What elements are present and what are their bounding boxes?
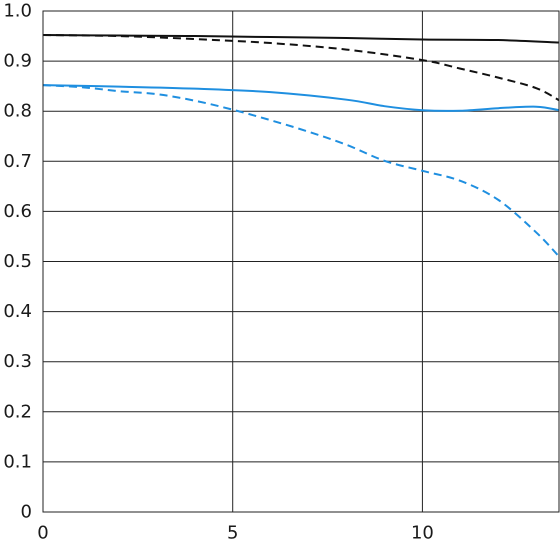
y-tick-label: 0.7: [3, 151, 32, 172]
x-tick-label: 5: [227, 523, 238, 542]
series-line-1: [42, 34, 560, 44]
y-tick-label: 0.1: [3, 451, 32, 472]
x-tick-label: 10: [411, 523, 434, 542]
y-tick-label: 0.8: [3, 101, 32, 122]
plot-frame: [42, 10, 560, 513]
y-tick-label: 0.3: [3, 351, 32, 372]
series-line-3: [42, 84, 560, 112]
y-tick-label: 0.4: [3, 301, 32, 322]
series-line-2: [42, 34, 560, 102]
x-tick-label: 0: [37, 523, 48, 542]
y-tick-label: 0: [21, 502, 32, 523]
series-line-4: [42, 84, 560, 258]
series-lines: [42, 34, 560, 258]
y-tick-label: 0.9: [3, 51, 32, 72]
y-tick-label: 0.2: [3, 401, 32, 422]
y-tick-label: 0.5: [3, 251, 32, 272]
y-tick-label: 1.0: [3, 1, 32, 22]
y-tick-label: 0.6: [3, 201, 32, 222]
tick-labels: 0 0.1 0.2 0.3 0.4 0.5 0.6 0.7 0.8 0.9 1.0 0 5 10: [3, 1, 434, 542]
